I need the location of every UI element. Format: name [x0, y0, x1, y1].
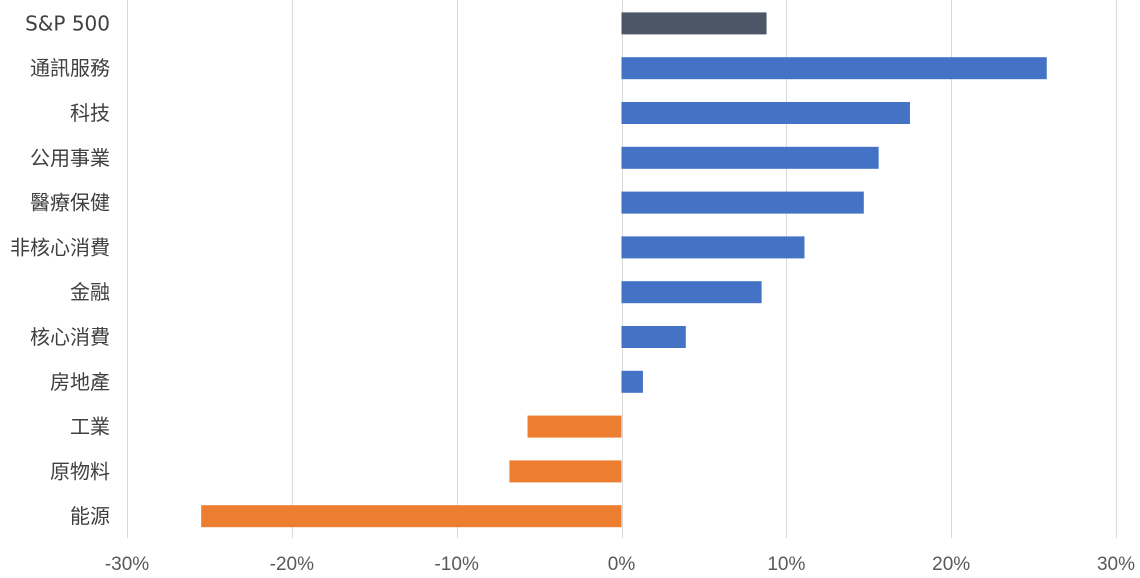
gridlines [127, 0, 1117, 538]
category-label: 能源 [70, 504, 110, 528]
x-tick-labels: -30% -20% -10% 0% 10% 20% 30% [105, 554, 1135, 575]
bar-9 [527, 415, 622, 438]
x-tick-label: -30% [105, 554, 149, 575]
bar-1 [621, 57, 1047, 80]
bars [201, 12, 1047, 528]
category-label: 原物料 [50, 459, 110, 483]
x-tick-label: 10% [767, 554, 805, 575]
x-tick-label: 0% [608, 554, 636, 575]
category-label: 金融 [70, 280, 110, 304]
category-label: 通訊服務 [30, 56, 110, 80]
bar-11 [201, 505, 622, 528]
category-label: 公用事業 [30, 146, 110, 170]
category-label: 工業 [70, 415, 110, 439]
bar-6 [621, 281, 762, 304]
bar-7 [621, 326, 686, 348]
bar-8 [621, 370, 643, 393]
bar-4 [621, 191, 864, 214]
x-tick-label: 30% [1097, 554, 1135, 575]
bar-3 [621, 146, 879, 169]
category-label: 科技 [70, 101, 110, 125]
x-tick-label: -20% [270, 554, 314, 575]
bar-0 [621, 12, 767, 35]
category-labels: S&P 500 通訊服務科技公用事業醫療保健非核心消費金融核心消費房地產工業原物料… [10, 11, 110, 528]
bar-5 [621, 236, 805, 259]
category-label: 核心消費 [30, 325, 110, 349]
category-label: 非核心消費 [10, 235, 110, 259]
x-tick-label: 20% [932, 554, 970, 575]
bar-2 [621, 102, 910, 124]
category-label: 房地產 [50, 370, 110, 394]
category-label: S&P 500 [25, 11, 110, 35]
category-label: 醫療保健 [30, 191, 110, 215]
x-tick-label: -10% [434, 554, 478, 575]
bar-10 [509, 460, 622, 483]
